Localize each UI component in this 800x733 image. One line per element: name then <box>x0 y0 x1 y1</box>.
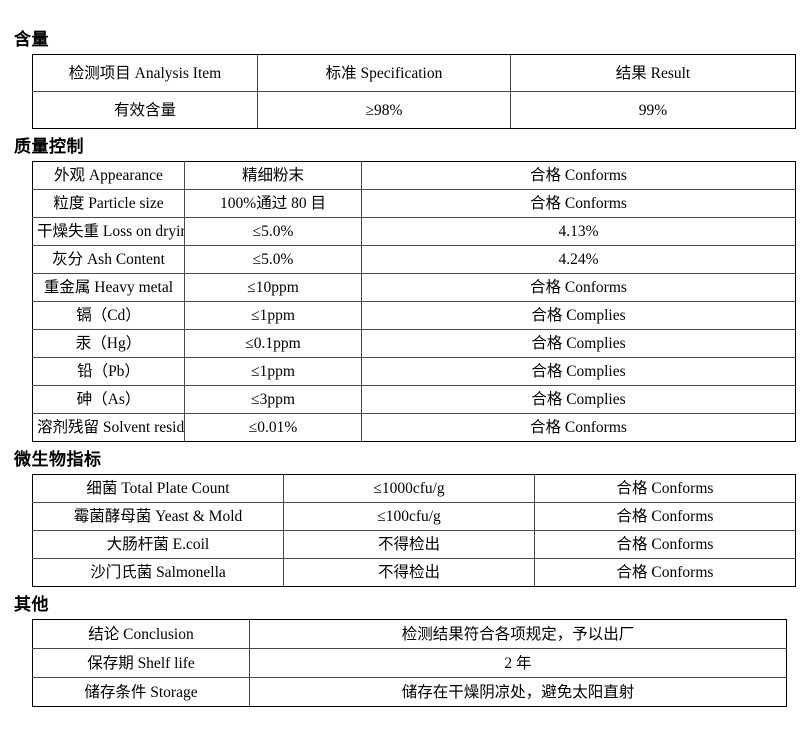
cell-specification: 精细粉末 <box>184 161 362 190</box>
other-table: 结论 Conclusion 检测结果符合各项规定，予以出厂 保存期 Shelf … <box>32 619 787 707</box>
quality-control-table: 外观 Appearance 精细粉末 合格 Conforms 粒度 Partic… <box>32 161 796 442</box>
column-header-specification: 标准 Specification <box>257 54 511 92</box>
cell-result: 4.13% <box>361 217 796 246</box>
cell-specification: 100%通过 80 目 <box>184 189 362 218</box>
table-row: 结论 Conclusion 检测结果符合各项规定，予以出厂 <box>32 619 787 649</box>
cell-result: 合格 Conforms <box>534 502 796 531</box>
section-heading-quality-control: 质量控制 <box>14 137 84 156</box>
cell-item: 沙门氏菌 Salmonella <box>32 558 284 587</box>
table-row: 粒度 Particle size 100%通过 80 目 合格 Conforms <box>32 189 796 218</box>
cell-item: 粒度 Particle size <box>32 189 185 218</box>
section-heading-content: 含量 <box>14 30 49 49</box>
cell-specification: ≤10ppm <box>184 273 362 302</box>
top-spacer <box>0 0 800 30</box>
table-row: 有效含量 ≥98% 99% <box>32 91 796 129</box>
cell-value: 储存在干燥阴凉处，避免太阳直射 <box>249 677 787 707</box>
table-row: 镉（Cd） ≤1ppm 合格 Complies <box>32 301 796 330</box>
table-row: 砷（As） ≤3ppm 合格 Complies <box>32 385 796 414</box>
section-heading-other-block: 其他 <box>0 595 800 615</box>
microbiology-table: 细菌 Total Plate Count ≤1000cfu/g 合格 Confo… <box>32 474 796 587</box>
cell-item: 霉菌酵母菌 Yeast & Mold <box>32 502 284 531</box>
cell-value: 检测结果符合各项规定，予以出厂 <box>249 619 787 649</box>
table-row: 干燥失重 Loss on drying ≤5.0% 4.13% <box>32 217 796 246</box>
cell-specification: ≤5.0% <box>184 217 362 246</box>
cell-specification: ≤1ppm <box>184 357 362 386</box>
cell-result: 4.24% <box>361 245 796 274</box>
table-row: 溶剂残留 Solvent residences ≤0.01% 合格 Confor… <box>32 413 796 442</box>
cell-specification: ≤0.1ppm <box>184 329 362 358</box>
table-row: 铅（Pb） ≤1ppm 合格 Complies <box>32 357 796 386</box>
cell-item: 干燥失重 Loss on drying <box>32 217 185 246</box>
cell-result: 合格 Complies <box>361 357 796 386</box>
cell-result: 99% <box>510 91 796 129</box>
table-row: 外观 Appearance 精细粉末 合格 Conforms <box>32 161 796 190</box>
table-row: 大肠杆菌 E.coil 不得检出 合格 Conforms <box>32 530 796 559</box>
cell-result: 合格 Complies <box>361 385 796 414</box>
cell-specification: ≤1000cfu/g <box>283 474 535 503</box>
cell-item: 溶剂残留 Solvent residences <box>32 413 185 442</box>
spacer <box>0 129 800 137</box>
cell-item: 砷（As） <box>32 385 185 414</box>
cell-specification: ≤0.01% <box>184 413 362 442</box>
cell-item: 大肠杆菌 E.coil <box>32 530 284 559</box>
table-row: 保存期 Shelf life 2 年 <box>32 648 787 678</box>
cell-result: 合格 Conforms <box>361 413 796 442</box>
cell-specification: ≥98% <box>257 91 511 129</box>
cell-item: 重金属 Heavy metal <box>32 273 185 302</box>
column-header-result: 结果 Result <box>510 54 796 92</box>
cell-specification: 不得检出 <box>283 530 535 559</box>
cell-specification: ≤5.0% <box>184 245 362 274</box>
cell-item: 铅（Pb） <box>32 357 185 386</box>
content-table: 检测项目 Analysis Item 标准 Specification 结果 R… <box>32 54 796 129</box>
cell-specification: ≤100cfu/g <box>283 502 535 531</box>
column-header-analysis-item: 检测项目 Analysis Item <box>32 54 258 92</box>
cell-result: 合格 Conforms <box>361 189 796 218</box>
cell-result: 合格 Conforms <box>361 161 796 190</box>
table-header-row: 检测项目 Analysis Item 标准 Specification 结果 R… <box>32 54 796 92</box>
cell-item: 结论 Conclusion <box>32 619 250 649</box>
table-row: 细菌 Total Plate Count ≤1000cfu/g 合格 Confo… <box>32 474 796 503</box>
cell-result: 合格 Conforms <box>534 530 796 559</box>
section-heading-micro-block: 微生物指标 <box>0 450 800 470</box>
table-row: 沙门氏菌 Salmonella 不得检出 合格 Conforms <box>32 558 796 587</box>
cell-specification: 不得检出 <box>283 558 535 587</box>
section-heading-content-block: 含量 <box>0 30 800 50</box>
cell-result: 合格 Conforms <box>534 474 796 503</box>
cell-item: 灰分 Ash Content <box>32 245 185 274</box>
cell-result: 合格 Complies <box>361 301 796 330</box>
table-row: 灰分 Ash Content ≤5.0% 4.24% <box>32 245 796 274</box>
spacer <box>0 587 800 595</box>
table-row: 储存条件 Storage 储存在干燥阴凉处，避免太阳直射 <box>32 677 787 707</box>
cell-item: 细菌 Total Plate Count <box>32 474 284 503</box>
spacer <box>0 442 800 450</box>
cell-item: 镉（Cd） <box>32 301 185 330</box>
cell-item: 保存期 Shelf life <box>32 648 250 678</box>
cell-specification: ≤1ppm <box>184 301 362 330</box>
table-row: 汞（Hg） ≤0.1ppm 合格 Complies <box>32 329 796 358</box>
table-row: 霉菌酵母菌 Yeast & Mold ≤100cfu/g 合格 Conforms <box>32 502 796 531</box>
table-row: 重金属 Heavy metal ≤10ppm 合格 Conforms <box>32 273 796 302</box>
cell-specification: ≤3ppm <box>184 385 362 414</box>
section-heading-qc-block: 质量控制 <box>0 137 800 157</box>
cell-result: 合格 Complies <box>361 329 796 358</box>
cell-item: 外观 Appearance <box>32 161 185 190</box>
cell-value: 2 年 <box>249 648 787 678</box>
cell-result: 合格 Conforms <box>534 558 796 587</box>
cell-item: 储存条件 Storage <box>32 677 250 707</box>
section-heading-microbiology: 微生物指标 <box>14 450 102 469</box>
cell-item: 有效含量 <box>32 91 258 129</box>
cell-result: 合格 Conforms <box>361 273 796 302</box>
cell-item: 汞（Hg） <box>32 329 185 358</box>
section-heading-other: 其他 <box>14 595 49 614</box>
